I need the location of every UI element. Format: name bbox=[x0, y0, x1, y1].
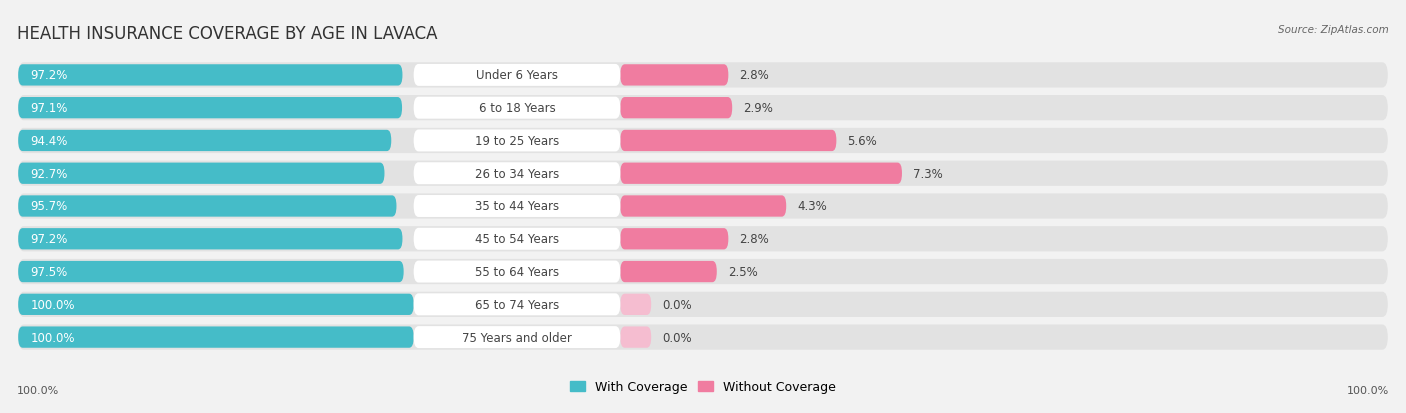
FancyBboxPatch shape bbox=[18, 292, 1388, 317]
FancyBboxPatch shape bbox=[413, 228, 620, 250]
Text: 97.2%: 97.2% bbox=[31, 69, 67, 82]
FancyBboxPatch shape bbox=[18, 259, 1388, 285]
FancyBboxPatch shape bbox=[413, 195, 620, 218]
FancyBboxPatch shape bbox=[413, 261, 620, 283]
FancyBboxPatch shape bbox=[413, 65, 620, 87]
Text: 7.3%: 7.3% bbox=[912, 167, 943, 180]
FancyBboxPatch shape bbox=[413, 130, 620, 152]
FancyBboxPatch shape bbox=[18, 128, 1388, 154]
Text: 100.0%: 100.0% bbox=[31, 298, 75, 311]
FancyBboxPatch shape bbox=[18, 65, 402, 86]
Text: 0.0%: 0.0% bbox=[662, 298, 692, 311]
Legend: With Coverage, Without Coverage: With Coverage, Without Coverage bbox=[565, 375, 841, 399]
FancyBboxPatch shape bbox=[18, 294, 413, 315]
FancyBboxPatch shape bbox=[18, 327, 413, 348]
Text: Source: ZipAtlas.com: Source: ZipAtlas.com bbox=[1278, 25, 1389, 35]
Text: 19 to 25 Years: 19 to 25 Years bbox=[475, 135, 560, 147]
Text: 95.7%: 95.7% bbox=[31, 200, 67, 213]
Text: 65 to 74 Years: 65 to 74 Years bbox=[475, 298, 560, 311]
Text: 0.0%: 0.0% bbox=[662, 331, 692, 344]
Text: 2.9%: 2.9% bbox=[744, 102, 773, 115]
Text: 92.7%: 92.7% bbox=[31, 167, 67, 180]
Text: 100.0%: 100.0% bbox=[31, 331, 75, 344]
FancyBboxPatch shape bbox=[620, 163, 903, 185]
FancyBboxPatch shape bbox=[18, 131, 391, 152]
Text: Under 6 Years: Under 6 Years bbox=[477, 69, 558, 82]
Text: 26 to 34 Years: 26 to 34 Years bbox=[475, 167, 560, 180]
Text: 94.4%: 94.4% bbox=[31, 135, 67, 147]
Text: 5.6%: 5.6% bbox=[848, 135, 877, 147]
Text: 2.8%: 2.8% bbox=[740, 69, 769, 82]
FancyBboxPatch shape bbox=[620, 196, 786, 217]
Text: 97.2%: 97.2% bbox=[31, 233, 67, 246]
Text: HEALTH INSURANCE COVERAGE BY AGE IN LAVACA: HEALTH INSURANCE COVERAGE BY AGE IN LAVA… bbox=[17, 25, 437, 43]
FancyBboxPatch shape bbox=[620, 294, 651, 315]
Text: 55 to 64 Years: 55 to 64 Years bbox=[475, 266, 560, 278]
FancyBboxPatch shape bbox=[18, 194, 1388, 219]
FancyBboxPatch shape bbox=[18, 196, 396, 217]
FancyBboxPatch shape bbox=[413, 294, 620, 316]
Text: 100.0%: 100.0% bbox=[17, 385, 59, 395]
FancyBboxPatch shape bbox=[18, 98, 402, 119]
Text: 2.5%: 2.5% bbox=[728, 266, 758, 278]
FancyBboxPatch shape bbox=[620, 131, 837, 152]
FancyBboxPatch shape bbox=[18, 63, 1388, 88]
Text: 97.1%: 97.1% bbox=[31, 102, 67, 115]
FancyBboxPatch shape bbox=[18, 227, 1388, 252]
FancyBboxPatch shape bbox=[18, 163, 384, 185]
FancyBboxPatch shape bbox=[620, 228, 728, 250]
Text: 75 Years and older: 75 Years and older bbox=[463, 331, 572, 344]
FancyBboxPatch shape bbox=[18, 161, 1388, 186]
FancyBboxPatch shape bbox=[18, 261, 404, 282]
Text: 35 to 44 Years: 35 to 44 Years bbox=[475, 200, 560, 213]
FancyBboxPatch shape bbox=[18, 228, 402, 250]
FancyBboxPatch shape bbox=[18, 325, 1388, 350]
FancyBboxPatch shape bbox=[620, 98, 733, 119]
Text: 45 to 54 Years: 45 to 54 Years bbox=[475, 233, 560, 246]
FancyBboxPatch shape bbox=[413, 326, 620, 348]
FancyBboxPatch shape bbox=[620, 327, 651, 348]
FancyBboxPatch shape bbox=[413, 163, 620, 185]
Text: 4.3%: 4.3% bbox=[797, 200, 827, 213]
FancyBboxPatch shape bbox=[620, 65, 728, 86]
FancyBboxPatch shape bbox=[620, 261, 717, 282]
Text: 6 to 18 Years: 6 to 18 Years bbox=[478, 102, 555, 115]
Text: 2.8%: 2.8% bbox=[740, 233, 769, 246]
FancyBboxPatch shape bbox=[413, 97, 620, 119]
Text: 97.5%: 97.5% bbox=[31, 266, 67, 278]
FancyBboxPatch shape bbox=[18, 96, 1388, 121]
Text: 100.0%: 100.0% bbox=[1347, 385, 1389, 395]
